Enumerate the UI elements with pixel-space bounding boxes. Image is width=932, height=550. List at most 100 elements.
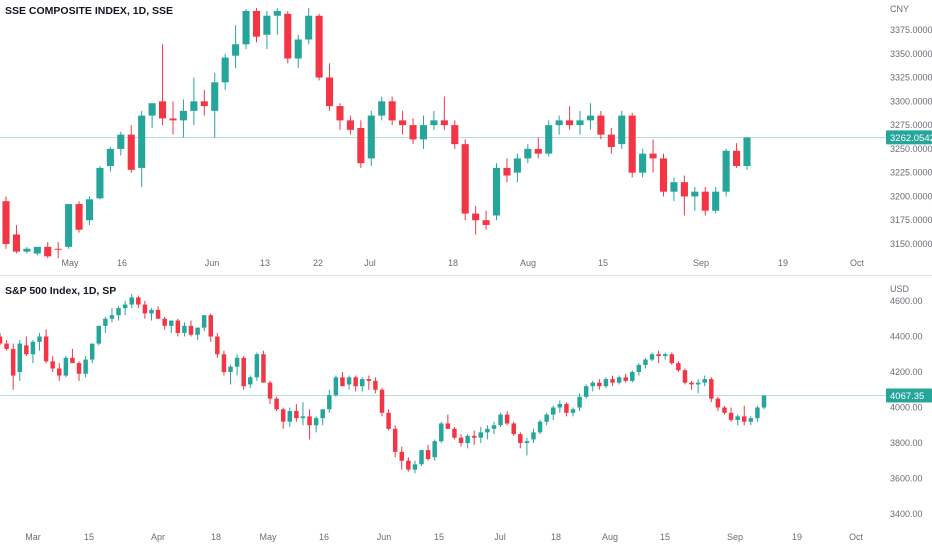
- panel1-candle[interactable]: [367, 110, 375, 167]
- panel2-candle[interactable]: [498, 412, 503, 428]
- panel1-candle[interactable]: [576, 110, 584, 135]
- panel2-candle[interactable]: [682, 368, 688, 385]
- panel2-candle[interactable]: [742, 405, 747, 426]
- panel2-candle[interactable]: [340, 372, 345, 387]
- panel2-candle[interactable]: [603, 377, 609, 388]
- panel1-candle[interactable]: [75, 201, 83, 233]
- panel1-candle[interactable]: [263, 10, 271, 50]
- panel2-candle[interactable]: [261, 350, 266, 383]
- panel1-chart[interactable]: 3150.0000 3175.0000 3200.0000 3225.0000 3250…: [0, 4, 932, 268]
- panel2-candle[interactable]: [30, 340, 36, 364]
- panel2-candle[interactable]: [307, 409, 312, 440]
- panel2-candle[interactable]: [221, 350, 227, 376]
- panel1-candle[interactable]: [221, 53, 229, 90]
- panel1-candle[interactable]: [545, 120, 553, 157]
- panel1-candle[interactable]: [607, 127, 615, 154]
- panel1-candle[interactable]: [23, 246, 31, 254]
- panel2-candle[interactable]: [274, 396, 279, 412]
- panel2-candle[interactable]: [504, 411, 510, 426]
- panel1-candle[interactable]: [117, 131, 125, 156]
- panel2-candle[interactable]: [636, 363, 642, 376]
- panel2-candle[interactable]: [564, 402, 569, 417]
- panel2-candle[interactable]: [360, 377, 365, 392]
- panel2-candle[interactable]: [83, 356, 88, 378]
- panel1-candle[interactable]: [284, 10, 292, 64]
- panel1-candle[interactable]: [628, 112, 636, 178]
- panel1-candle[interactable]: [733, 143, 741, 168]
- panel2-candle[interactable]: [425, 444, 431, 461]
- panel1-candle[interactable]: [482, 210, 490, 230]
- panel2-candle[interactable]: [248, 375, 253, 388]
- panel1-candle[interactable]: [12, 224, 20, 254]
- panel1-candle[interactable]: [461, 139, 469, 221]
- panel2-candle[interactable]: [715, 396, 721, 412]
- panel2-candle[interactable]: [313, 416, 319, 433]
- panel1-candle[interactable]: [388, 96, 396, 126]
- panel2-candle[interactable]: [728, 407, 734, 422]
- panel2-candle[interactable]: [452, 427, 457, 440]
- panel2-candle[interactable]: [116, 306, 121, 321]
- panel2-candle[interactable]: [570, 407, 576, 417]
- panel2-candle[interactable]: [445, 414, 451, 429]
- panel1-candle[interactable]: [148, 103, 156, 128]
- panel2-candle[interactable]: [412, 460, 418, 474]
- panel2-candle[interactable]: [524, 437, 530, 456]
- panel2-candle[interactable]: [748, 416, 754, 426]
- panel2-candle[interactable]: [287, 407, 293, 428]
- panel2-candle[interactable]: [294, 403, 299, 422]
- panel2-candle[interactable]: [188, 320, 194, 337]
- panel2-candle[interactable]: [432, 439, 437, 461]
- panel1-candle[interactable]: [294, 34, 302, 69]
- panel1-candle[interactable]: [409, 118, 417, 145]
- panel1-candle[interactable]: [534, 137, 542, 159]
- panel2-candle[interactable]: [50, 356, 55, 372]
- panel2-candle[interactable]: [43, 329, 49, 364]
- panel2-candle[interactable]: [709, 377, 714, 403]
- panel2-candle[interactable]: [485, 425, 490, 440]
- panel2-candle[interactable]: [182, 322, 187, 337]
- panel2-candle[interactable]: [643, 357, 648, 369]
- panel2-candle[interactable]: [129, 293, 134, 309]
- panel2-candle[interactable]: [109, 308, 115, 323]
- panel2-candle[interactable]: [583, 384, 589, 399]
- panel1-candle[interactable]: [492, 163, 501, 221]
- panel2-candle[interactable]: [623, 373, 628, 383]
- panel2-candle[interactable]: [96, 325, 102, 346]
- panel2-candle[interactable]: [37, 332, 42, 351]
- panel2-candle[interactable]: [399, 446, 404, 470]
- panel1-candle[interactable]: [722, 148, 730, 197]
- panel2-candle[interactable]: [208, 313, 213, 342]
- panel1-candle[interactable]: [513, 153, 521, 183]
- panel2-candle[interactable]: [458, 434, 464, 447]
- panel2-candle[interactable]: [17, 340, 22, 381]
- panel2-candle[interactable]: [149, 308, 154, 321]
- panel2-candle[interactable]: [386, 409, 391, 431]
- panel1-candle[interactable]: [127, 125, 135, 173]
- panel2-candle[interactable]: [544, 412, 549, 426]
- panel1-candle[interactable]: [54, 242, 62, 259]
- panel1-candle[interactable]: [659, 153, 668, 197]
- panel2-candle[interactable]: [103, 316, 108, 333]
- panel2-candle[interactable]: [89, 343, 95, 364]
- panel2-candle[interactable]: [755, 405, 760, 422]
- panel2-candle[interactable]: [649, 352, 655, 362]
- panel1-candle[interactable]: [242, 9, 250, 50]
- panel2-candle[interactable]: [155, 306, 161, 319]
- panel2-candle[interactable]: [511, 421, 516, 436]
- panel2-candle[interactable]: [175, 318, 181, 337]
- panel1-candle[interactable]: [566, 106, 574, 130]
- panel2-candle[interactable]: [669, 352, 675, 365]
- panel2-candle[interactable]: [406, 457, 411, 472]
- panel1-candle[interactable]: [419, 115, 428, 149]
- panel2-candle[interactable]: [4, 340, 9, 351]
- panel1-candle[interactable]: [65, 204, 73, 249]
- panel1-candle[interactable]: [211, 72, 219, 138]
- panel1-candle[interactable]: [440, 96, 448, 130]
- panel1-candle[interactable]: [597, 110, 605, 140]
- panel2-candle[interactable]: [465, 434, 470, 449]
- panel2-candle[interactable]: [366, 375, 372, 390]
- panel2-candle[interactable]: [353, 375, 358, 392]
- panel1-candle[interactable]: [2, 196, 10, 249]
- panel2-candle[interactable]: [616, 375, 622, 385]
- panel1-candle[interactable]: [430, 110, 438, 130]
